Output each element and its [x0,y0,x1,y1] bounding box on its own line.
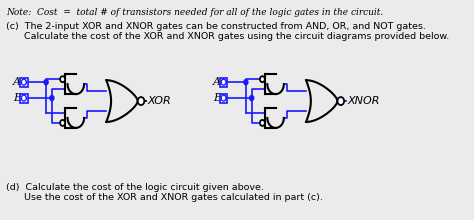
Bar [20,78,27,87]
Circle shape [138,97,144,105]
Circle shape [244,80,248,85]
Circle shape [60,76,65,82]
Text: B: B [13,93,21,103]
Circle shape [250,96,254,101]
Circle shape [44,80,48,85]
Text: Use the cost of the XOR and XNOR gates calculated in part (c).: Use the cost of the XOR and XNOR gates c… [7,193,323,202]
Circle shape [50,96,54,101]
Circle shape [221,95,226,101]
Text: A: A [13,77,21,87]
Circle shape [21,79,26,85]
Text: A: A [213,77,221,87]
Circle shape [260,76,265,82]
Circle shape [260,120,265,126]
Text: XOR: XOR [147,96,172,106]
Circle shape [337,97,344,105]
Text: B: B [213,93,221,103]
Circle shape [60,120,65,126]
Text: (d)  Calculate the cost of the logic circuit given above.: (d) Calculate the cost of the logic circ… [7,183,264,192]
Circle shape [21,95,26,101]
Bar [20,94,27,103]
Text: (c)  The 2-input XOR and XNOR gates can be constructed from AND, OR, and NOT gat: (c) The 2-input XOR and XNOR gates can b… [7,22,426,31]
Text: Note:  Cost  =  total # of transistors needed for all of the logic gates in the : Note: Cost = total # of transistors need… [7,8,384,17]
Bar [220,94,228,103]
Text: Calculate the cost of the XOR and XNOR gates using the circuit diagrams provided: Calculate the cost of the XOR and XNOR g… [7,33,450,42]
Text: XNOR: XNOR [347,96,380,106]
Bar [220,78,228,87]
Circle shape [221,79,226,85]
